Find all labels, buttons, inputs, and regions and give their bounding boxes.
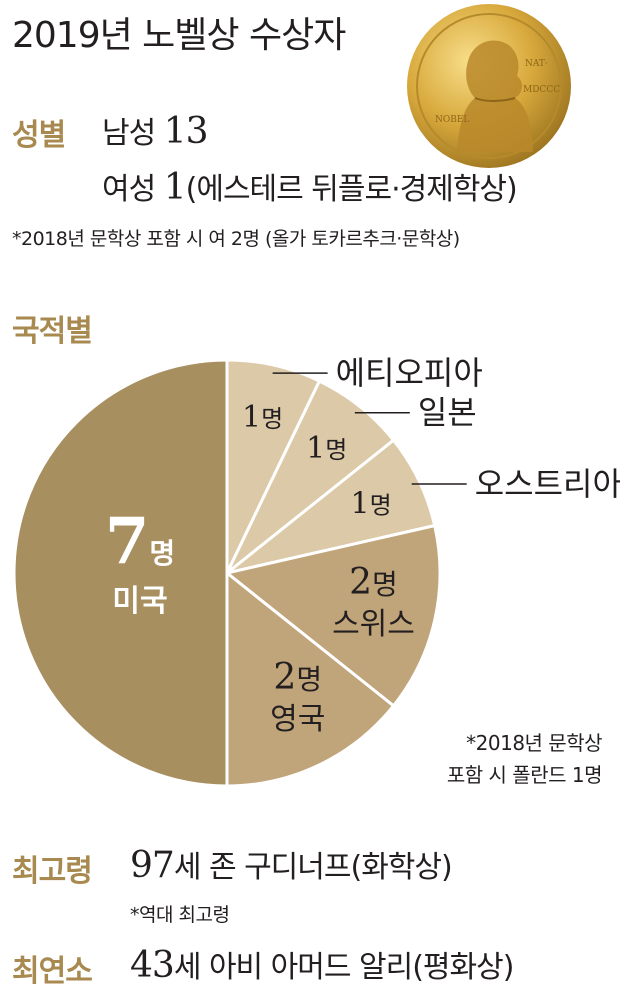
pie-label-value-스위스: 2명 [349, 562, 398, 603]
gender-label: 성별 [12, 118, 66, 153]
youngest-age: 43 [130, 945, 175, 986]
oldest-note: *역대 최고령 [130, 904, 230, 926]
male-label: 남성 [102, 116, 156, 151]
pie-callout-label-에티오피아: 에티오피아 [336, 354, 483, 392]
pie-slice-스위스 [223, 523, 442, 708]
pie-label-name-영국: 영국 [270, 702, 325, 737]
male-count: 13 [163, 111, 209, 152]
female-count: 1 [163, 167, 187, 208]
oldest-label: 최고령 [12, 854, 93, 889]
nobel-medal-icon: NAT· MDCCC NOBEL [407, 4, 571, 168]
pie-label-value-영국: 2명 [273, 657, 322, 698]
pie-callout-label-오스트리아: 오스트리아 [475, 465, 620, 503]
svg-text:NOBEL: NOBEL [435, 115, 469, 125]
pie-callout-label-일본: 일본 [418, 394, 477, 432]
gender-note: *2018년 문학상 포함 시 여 2명 (올가 토카르추크·문학상) [12, 228, 460, 250]
nationality-footnote-line1: *2018년 문학상 [466, 731, 602, 755]
pie-label-value-일본: 1명 [306, 431, 347, 466]
pie-slice-영국 [225, 569, 396, 788]
nationality-footnote-line2: 포함 시 폴란드 1명 [446, 763, 603, 787]
youngest-row: 43세 아비 아머드 알리(평화상) [130, 942, 515, 986]
female-row: 여성 1(에스테르 뒤플로·경제학상) [102, 164, 518, 208]
page-title: 2019년 노벨상 수상자 [12, 15, 346, 56]
youngest-label: 최연소 [12, 954, 93, 989]
pie-label-value-오스트리아: 1명 [351, 487, 392, 522]
pie-label-name-스위스: 스위스 [332, 607, 415, 642]
pie-label-value-미국: 7명 [105, 504, 175, 579]
svg-text:MDCCC: MDCCC [523, 85, 560, 95]
pie-label-name-미국: 미국 [112, 584, 167, 619]
svg-text:NAT·: NAT· [525, 59, 548, 69]
pie-slice-미국 [12, 358, 229, 788]
oldest-text: 세 존 구디너프(화학상) [173, 850, 453, 885]
oldest-row: 97세 존 구디너프(화학상) [130, 842, 453, 886]
male-row: 남성 13 [102, 108, 209, 152]
nationality-label: 국적별 [12, 314, 93, 349]
oldest-age: 97 [130, 845, 175, 886]
youngest-text: 세 아비 아머드 알리(평화상) [173, 950, 515, 985]
female-label: 여성 [102, 172, 156, 207]
female-detail: (에스테르 뒤플로·경제학상) [185, 172, 518, 207]
pie-label-value-에티오피아: 1명 [242, 400, 283, 435]
